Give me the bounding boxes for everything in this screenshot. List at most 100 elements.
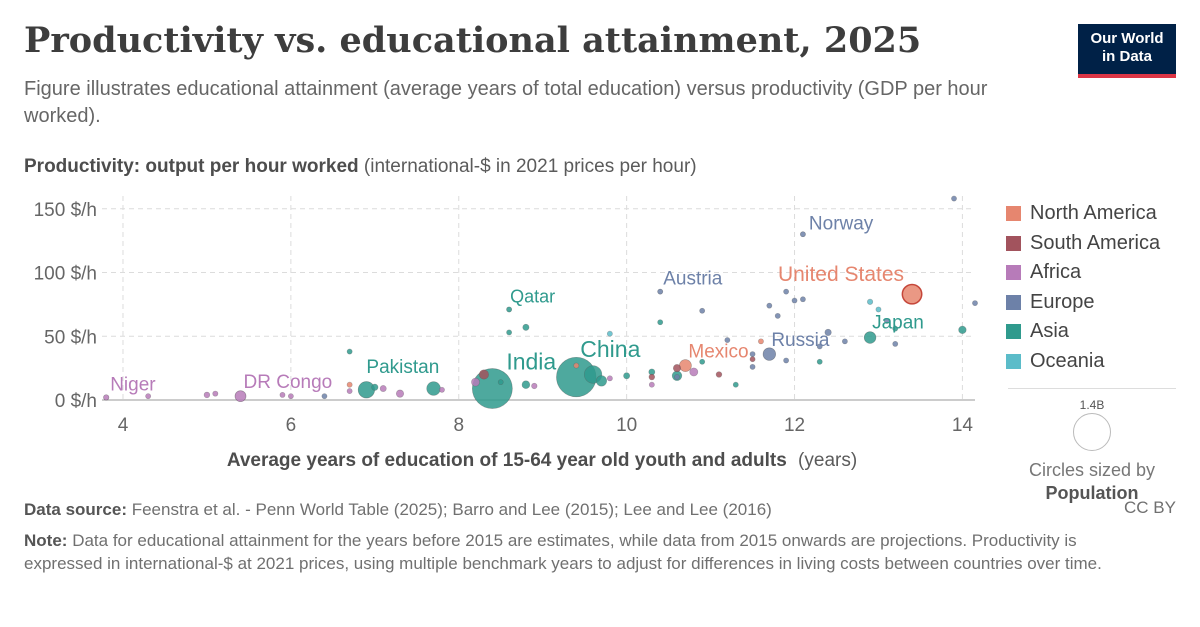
data-point[interactable] [689,367,699,377]
legend-item-asia[interactable]: Asia [1006,317,1160,347]
label-russia: Russia [771,330,830,351]
data-point[interactable] [648,373,656,381]
data-point[interactable] [379,385,387,392]
size-legend-circle [1073,413,1111,451]
data-point[interactable] [203,391,211,399]
data-point[interactable] [321,393,328,400]
legend-item-north-america[interactable]: North America [1006,199,1160,229]
data-point[interactable] [783,357,790,364]
data-point[interactable] [674,374,680,380]
data-point[interactable] [346,388,353,394]
data-point[interactable] [724,337,731,343]
data-point[interactable] [749,363,756,370]
size-legend-caption-text: Circles sized by [1028,460,1156,480]
data-point[interactable] [657,319,664,326]
point-qatar[interactable] [506,306,513,313]
x-tick-label: 14 [952,415,974,436]
data-point[interactable] [800,296,806,303]
data-point[interactable] [958,325,967,334]
data-point[interactable] [758,338,764,345]
y-axis-label-bold: Productivity: output per hour worked [24,156,359,177]
data-point[interactable] [766,302,773,309]
data-point[interactable] [478,369,489,380]
y-tick-label: 150 $/h [34,200,97,221]
data-source: Data source: Feenstra et al. - Penn Worl… [24,498,772,521]
owid-logo[interactable]: Our World in Data [1078,24,1176,78]
data-point[interactable] [774,312,781,319]
data-point[interactable] [623,372,631,380]
data-point[interactable] [791,297,798,304]
legend-item-europe[interactable]: Europe [1006,288,1160,318]
y-tick-label: 100 $/h [34,264,97,285]
data-point[interactable] [732,381,739,388]
data-point[interactable] [439,386,445,393]
legend-label: South America [1030,231,1161,254]
data-point[interactable] [606,375,613,382]
data-point[interactable] [867,298,874,305]
label-niger: Niger [110,374,156,395]
data-point[interactable] [715,371,723,378]
label-japan: Japan [872,313,924,334]
data-point[interactable] [531,382,538,390]
y-tick-label: 50 $/h [44,327,97,348]
label-pakistan: Pakistan [366,357,439,378]
data-point[interactable] [824,328,832,336]
data-point[interactable] [471,377,480,387]
data-point[interactable] [699,307,706,314]
y-tick-labels: 0 $/h 50 $/h 100 $/h 150 $/h [34,200,97,412]
label-mexico: Mexico [688,342,748,363]
data-point[interactable] [749,351,756,357]
data-point[interactable] [892,340,899,347]
data-point[interactable] [279,391,286,398]
x-tick-label: 8 [453,415,464,436]
data-point[interactable] [522,323,530,331]
data-point[interactable] [346,348,353,355]
data-point[interactable] [346,381,353,388]
point-united-states[interactable] [901,283,923,305]
data-point[interactable] [497,379,504,386]
data-point[interactable] [841,338,848,345]
legend-item-africa[interactable]: Africa [1006,258,1160,288]
data-point[interactable] [371,383,379,391]
data-point[interactable] [783,288,790,295]
point-austria[interactable] [657,288,664,295]
data-point[interactable] [648,381,655,388]
data-point[interactable] [875,306,882,313]
y-axis-label: Productivity: output per hour worked (in… [24,156,697,178]
legend: North America South America Africa Europ… [1006,199,1160,376]
data-point[interactable] [816,343,823,350]
point-japan[interactable] [863,331,877,344]
legend-item-south-america[interactable]: South America [1006,229,1160,259]
data-point[interactable] [672,364,682,373]
data-point[interactable] [212,390,219,397]
data-point[interactable] [145,393,152,400]
point-niger[interactable] [103,394,110,401]
point-russia[interactable] [762,347,776,361]
x-axis-label: Average years of education of 15-64 year… [227,450,857,471]
data-point[interactable] [395,389,405,398]
data-point[interactable] [816,358,823,365]
point-norway[interactable] [800,231,806,238]
data-point[interactable] [521,380,531,389]
data-point[interactable] [573,362,580,369]
license-link[interactable]: CC BY [1124,498,1176,517]
size-legend-value: 1.4B [1079,398,1105,412]
data-point[interactable] [972,300,978,306]
data-point[interactable] [749,356,756,363]
data-point[interactable] [892,325,899,332]
data-point[interactable] [506,329,513,336]
data-point[interactable] [426,381,441,396]
data-point[interactable] [951,195,957,202]
legend-item-oceania[interactable]: Oceania [1006,347,1160,377]
label-dr-congo: DR Congo [244,372,333,393]
data-point[interactable] [606,330,613,337]
chart-note: Note: Data for educational attainment fo… [24,529,1124,575]
data-point[interactable] [883,318,890,324]
x-tick-label: 6 [286,415,297,436]
point-pakistan[interactable] [357,381,375,399]
legend-swatch [1006,294,1021,310]
data-point[interactable] [595,375,608,387]
point-dr-congo[interactable] [234,390,247,403]
data-point[interactable] [287,393,294,400]
data-point[interactable] [699,358,706,365]
